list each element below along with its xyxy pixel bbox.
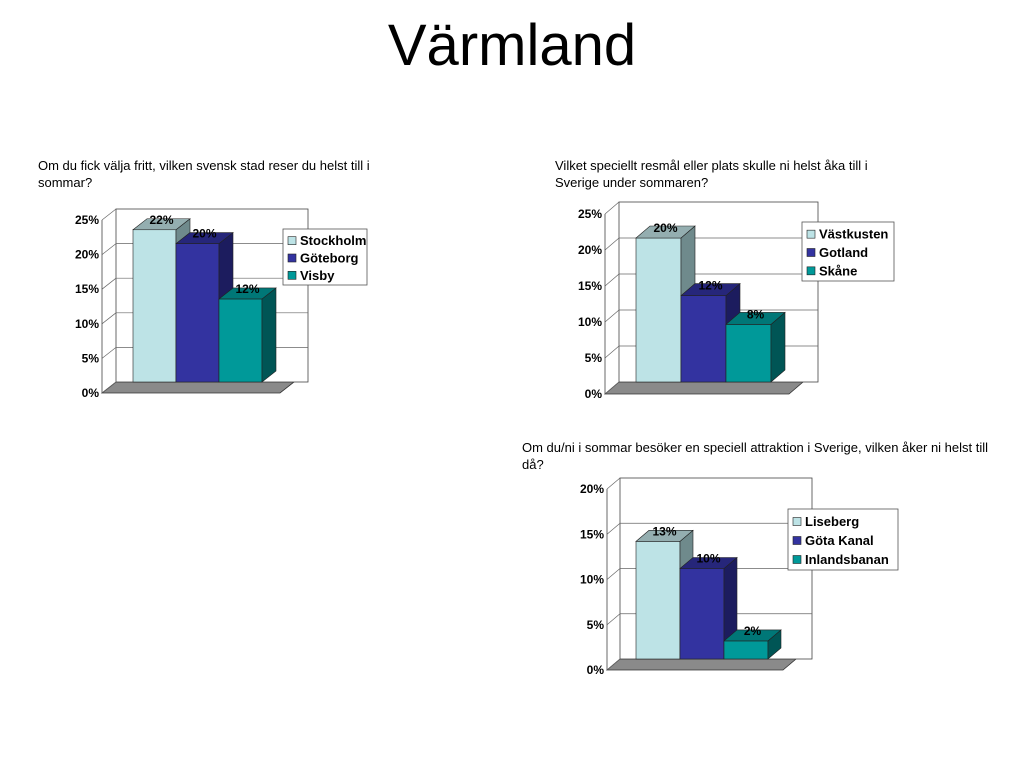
data-label: 12%	[235, 282, 259, 296]
wall-gridline	[604, 345, 620, 359]
data-label: 20%	[192, 227, 216, 241]
y-tick-label: 10%	[75, 317, 99, 331]
chart-floor	[605, 658, 798, 671]
page-title: Värmland	[387, 13, 637, 78]
legend-label: Göteborg	[300, 251, 359, 266]
legend-label: Skåne	[819, 263, 857, 278]
wall-gridline	[101, 312, 117, 325]
bar-1	[635, 237, 682, 383]
bar-3-top	[218, 287, 277, 300]
legend-label: Inlandsbanan	[805, 552, 889, 567]
wall-gridline	[101, 277, 117, 290]
wall-gridline	[606, 568, 621, 580]
legend-swatch	[792, 555, 802, 564]
legend-swatch	[792, 517, 802, 526]
legend-swatch	[806, 266, 816, 276]
legend-swatch	[806, 229, 816, 239]
y-tick-label: 25%	[578, 207, 602, 221]
chart-1-question: Om du fick välja fritt, vilken svensk st…	[38, 158, 370, 190]
y-tick-label: 15%	[578, 279, 602, 293]
y-tick-label: 10%	[578, 315, 602, 329]
bar-1-top	[635, 225, 696, 239]
y-tick-label: 20%	[580, 482, 604, 496]
y-tick-label: 25%	[75, 213, 99, 227]
y-tick-label: 5%	[585, 351, 603, 365]
chart-3-question: Om du/ni i sommar besöker en speciell at…	[522, 440, 989, 472]
legend-label: Göta Kanal	[805, 533, 874, 548]
wall-gridline	[606, 522, 621, 535]
chart-2-question: Vilket speciellt resmål eller plats skul…	[555, 158, 868, 190]
y-tick-label: 0%	[82, 386, 100, 400]
bar-3-top	[723, 629, 782, 642]
bar-3	[723, 640, 769, 660]
y-tick-label: 10%	[580, 573, 604, 587]
data-label: 8%	[747, 307, 765, 321]
wall-gridline	[604, 273, 620, 287]
bar-3	[218, 298, 263, 383]
legend-label: Stockholm	[300, 233, 366, 248]
legend-swatch	[792, 536, 802, 545]
wall-gridline	[604, 237, 620, 251]
data-label: 10%	[696, 552, 720, 566]
y-tick-label: 20%	[75, 248, 99, 262]
bar-1-top	[635, 530, 694, 542]
wall-gridline	[101, 243, 117, 255]
y-tick-label: 20%	[578, 243, 602, 257]
wall-gridline	[606, 477, 621, 490]
bar-1-top	[132, 218, 191, 231]
y-tick-label: 5%	[82, 351, 100, 365]
bar-2-top	[679, 557, 738, 569]
y-tick-label: 5%	[587, 618, 605, 632]
legend	[787, 508, 899, 571]
wall-gridline	[101, 381, 117, 394]
wall-gridline	[101, 208, 117, 221]
y-tick-label: 0%	[585, 387, 603, 401]
legend-swatch	[287, 271, 297, 280]
legend-swatch	[287, 236, 297, 245]
wall-gridline	[606, 658, 621, 671]
legend-label: Västkusten	[819, 227, 888, 242]
bar-2	[679, 568, 725, 660]
legend-label: Gotland	[819, 245, 868, 260]
legend	[801, 221, 895, 282]
bar-2-top	[175, 232, 234, 244]
data-label: 13%	[652, 524, 676, 538]
legend-swatch	[806, 248, 816, 257]
wall-gridline	[604, 309, 620, 323]
wall-gridline	[101, 347, 117, 359]
bar-2-top	[680, 283, 741, 296]
y-tick-label: 0%	[587, 663, 605, 677]
legend-label: Visby	[300, 268, 335, 283]
legend-swatch	[287, 253, 297, 263]
data-label: 12%	[698, 279, 722, 293]
wall-gridline	[604, 201, 620, 215]
bar-3-top	[725, 312, 786, 325]
data-label: 22%	[149, 213, 173, 227]
wall-gridline	[606, 613, 621, 626]
y-tick-label: 15%	[580, 527, 604, 541]
bar-1	[635, 541, 681, 660]
data-label: 2%	[744, 624, 762, 638]
wall-gridline	[604, 381, 620, 395]
legend	[282, 228, 368, 286]
data-label: 20%	[653, 221, 677, 235]
y-tick-label: 15%	[75, 282, 99, 296]
legend-label: Liseberg	[805, 514, 859, 529]
